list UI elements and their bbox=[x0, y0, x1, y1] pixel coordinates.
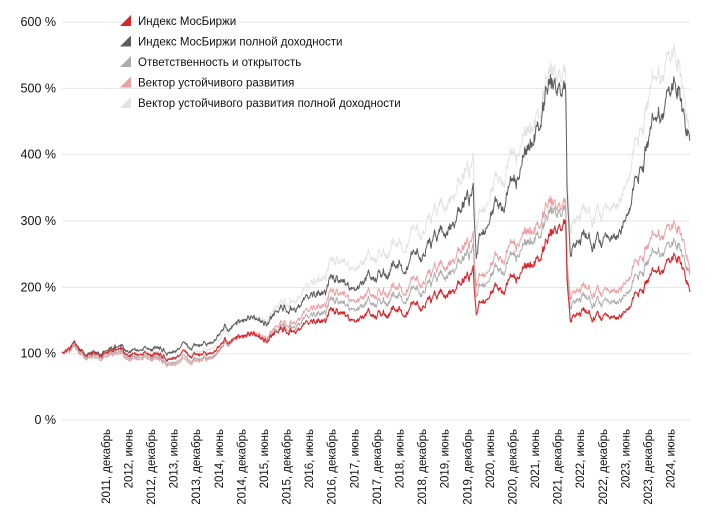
x-tick-label: 2024, июнь bbox=[666, 429, 678, 488]
series-line bbox=[61, 195, 691, 368]
x-tick-label: 2018, декабрь bbox=[417, 429, 429, 505]
x-tick-label: 2020, декабрь bbox=[507, 429, 519, 505]
y-tick-label: 100 % bbox=[21, 347, 56, 361]
legend-marker bbox=[120, 15, 131, 26]
y-tick-label: 500 % bbox=[21, 81, 56, 95]
x-tick-label: 2017, июнь bbox=[349, 429, 361, 488]
x-tick-label: 2016, декабрь bbox=[327, 429, 339, 505]
x-tick-label: 2013, декабрь bbox=[191, 429, 203, 505]
legend-label: Ответственность и открытость bbox=[138, 57, 301, 69]
x-tick-label: 2017, декабрь bbox=[372, 429, 384, 505]
x-tick-label: 2023, июнь bbox=[620, 429, 632, 488]
legend-label: Вектор устойчивого развития полной доход… bbox=[138, 98, 401, 110]
series-lines bbox=[61, 43, 691, 368]
x-tick-label: 2012, декабрь bbox=[146, 429, 158, 505]
x-tick-label: 2020, июнь bbox=[485, 429, 497, 488]
x-tick-label: 2015, июнь bbox=[259, 429, 271, 488]
x-tick-label: 2016, июнь bbox=[304, 429, 316, 488]
x-tick-label: 2022, июнь bbox=[575, 429, 587, 488]
y-tick-label: 600 % bbox=[21, 15, 56, 29]
x-tick-label: 2014, декабрь bbox=[236, 429, 248, 505]
y-tick-label: 300 % bbox=[21, 214, 56, 228]
x-tick-label: 2014, июнь bbox=[214, 429, 226, 488]
x-tick-label: 2012, июнь bbox=[123, 429, 135, 488]
legend-marker bbox=[120, 56, 131, 67]
series-line bbox=[61, 204, 691, 366]
legend-marker bbox=[120, 76, 131, 88]
legend: Индекс МосБиржи Индекс МосБиржи полной до… bbox=[120, 15, 401, 110]
x-tick-label: 2011, декабрь bbox=[101, 429, 113, 504]
y-tick-label: 200 % bbox=[21, 280, 56, 294]
series-line bbox=[61, 43, 691, 361]
x-tick-label: 2021, декабрь bbox=[553, 429, 565, 505]
x-tick-label: 2015, декабрь bbox=[282, 429, 294, 505]
legend-label: Индекс МосБиржи bbox=[138, 16, 236, 28]
x-tick-label: 2022, декабрь bbox=[598, 429, 610, 505]
legend-marker bbox=[120, 97, 131, 108]
x-tick-label: 2021, июнь bbox=[530, 429, 542, 488]
x-tick-label: 2013, июнь bbox=[169, 429, 181, 488]
legend-marker bbox=[120, 35, 131, 47]
series-line bbox=[61, 73, 691, 357]
y-tick-label: 400 % bbox=[21, 148, 56, 162]
y-tick-label: 0 % bbox=[34, 413, 56, 427]
x-tick-label: 2023, декабрь bbox=[643, 429, 655, 505]
legend-label: Вектор устойчивого развития bbox=[138, 78, 294, 90]
gridlines bbox=[62, 21, 690, 421]
legend-label: Индекс МосБиржи полной доходности bbox=[138, 37, 342, 49]
x-tick-label: 2018, июнь bbox=[394, 429, 406, 488]
series-line bbox=[61, 218, 691, 362]
y-axis-tick-labels: 0 % 100 % 200 % 300 % 400 % 500 % 600 % bbox=[21, 15, 56, 427]
x-tick-label: 2019, декабрь bbox=[462, 429, 474, 505]
x-axis-tick-labels: 2011, декабрь 2012, июнь 2012, декабрь 2013… bbox=[101, 429, 678, 505]
x-tick-label: 2019, июнь bbox=[440, 429, 452, 488]
